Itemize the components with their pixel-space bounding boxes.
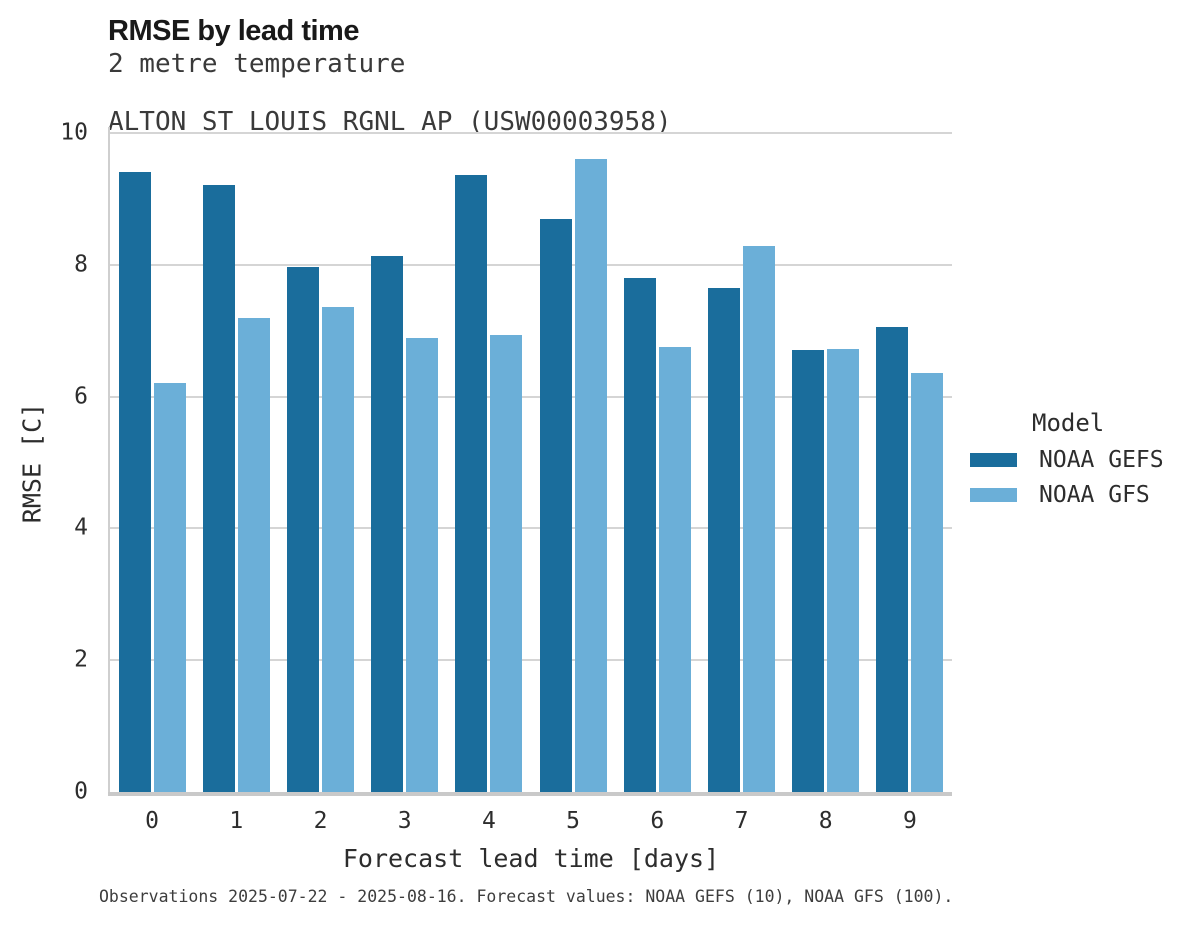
bar-group-4 <box>447 133 531 792</box>
bar-group-3 <box>363 133 447 792</box>
x-tick-label-2: 2 <box>313 808 328 834</box>
y-tick-label-8: 8 <box>74 251 88 278</box>
bar-noaa-gefs-day9 <box>876 326 909 792</box>
x-axis-label: Forecast lead time [days] <box>342 844 720 873</box>
bar-noaa-gefs-day7 <box>707 287 740 792</box>
bar-noaa-gfs-day3 <box>406 337 439 792</box>
gridline-y-10 <box>110 132 952 134</box>
chart-subtitle: 2 metre temperature ALTON ST LOUIS RGNL … <box>108 50 672 137</box>
bar-noaa-gfs-day9 <box>911 372 944 792</box>
bar-noaa-gefs-day4 <box>455 175 488 792</box>
bar-noaa-gfs-day8 <box>827 349 860 792</box>
y-tick-label-2: 2 <box>74 646 88 673</box>
x-tick-label-7: 7 <box>734 808 749 834</box>
legend-swatch-noaa-gefs <box>970 453 1017 467</box>
bar-noaa-gfs-day0 <box>153 382 186 792</box>
bar-noaa-gefs-day6 <box>623 277 656 792</box>
x-tick-label-9: 9 <box>902 808 917 834</box>
x-tick-label-1: 1 <box>229 808 244 834</box>
x-axis-spine <box>108 792 952 796</box>
legend-entry-label: NOAA GEFS <box>1039 447 1164 473</box>
bar-group-9 <box>868 133 952 792</box>
bar-group-8 <box>784 133 868 792</box>
legend-entries: NOAA GEFS NOAA GFS <box>970 446 1164 509</box>
y-axis-spine <box>108 127 110 796</box>
legend-entry-noaa-gfs: NOAA GFS <box>970 481 1164 509</box>
legend-title: Model <box>1032 409 1105 437</box>
bar-group-0 <box>110 133 194 792</box>
bar-noaa-gefs-day8 <box>792 350 825 792</box>
x-tick-label-6: 6 <box>650 808 665 834</box>
gridline-y-4 <box>110 527 952 530</box>
bar-noaa-gfs-day7 <box>742 245 775 792</box>
plot-area: Forecast lead time [days] RMSE [C] 0 2 4 6 8… <box>18 121 952 873</box>
gridline-y-6 <box>110 395 952 398</box>
bar-noaa-gfs-day6 <box>658 347 691 792</box>
bar-noaa-gefs-day1 <box>202 185 235 792</box>
bar-group-2 <box>278 133 362 792</box>
subtitle-line-2: ALTON ST LOUIS RGNL AP (USW00003958) <box>108 107 672 137</box>
gridline-y-8 <box>110 263 952 266</box>
bar-noaa-gfs-day2 <box>321 306 354 792</box>
bar-noaa-gfs-day4 <box>490 334 523 792</box>
bar-group-6 <box>615 133 699 792</box>
y-tick-label-6: 6 <box>74 383 88 410</box>
x-tick-label-0: 0 <box>145 808 160 834</box>
bar-noaa-gefs-day2 <box>286 266 319 792</box>
x-tick-label-3: 3 <box>397 808 412 834</box>
bar-noaa-gfs-day5 <box>574 159 607 792</box>
legend-entry-noaa-gefs: NOAA GEFS <box>970 446 1164 474</box>
y-tick-label-0: 0 <box>74 778 88 805</box>
bar-group-1 <box>194 133 278 792</box>
subtitle-line-1: 2 metre temperature <box>108 49 406 79</box>
bar-noaa-gefs-day0 <box>118 171 151 792</box>
x-tick-label-8: 8 <box>818 808 833 834</box>
bar-noaa-gfs-day1 <box>237 317 270 792</box>
bar-group-7 <box>699 133 783 792</box>
legend-entry-label: NOAA GFS <box>1039 482 1150 508</box>
y-tick-label-4: 4 <box>74 514 88 541</box>
legend-swatch-noaa-gfs <box>970 488 1017 502</box>
y-axis-label: RMSE [C] <box>17 402 47 523</box>
bar-noaa-gefs-day5 <box>539 218 572 792</box>
bar-noaa-gefs-day3 <box>371 255 404 792</box>
x-tick-label-4: 4 <box>481 808 496 834</box>
bar-group-5 <box>531 133 615 792</box>
chart-title: RMSE by lead time <box>108 15 359 47</box>
legend: Model NOAA GEFS NOAA GFS <box>970 408 1164 516</box>
gridline-y-2 <box>110 659 952 662</box>
x-tick-label-5: 5 <box>566 808 581 834</box>
caption: Observations 2025-07-22 - 2025-08-16. Fo… <box>99 887 954 906</box>
y-tick-label-10: 10 <box>60 119 88 146</box>
